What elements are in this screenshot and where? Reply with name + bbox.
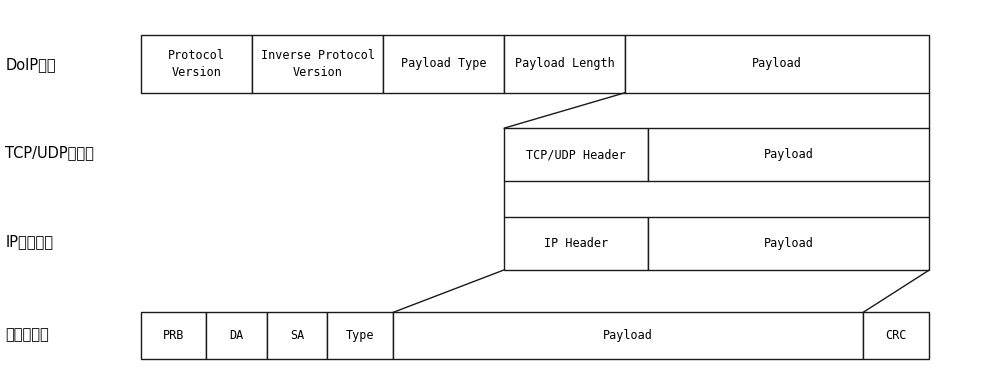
Text: Payload: Payload	[752, 58, 802, 70]
Bar	[206, 312, 267, 359]
Text: TCP/UDP数据包: TCP/UDP数据包	[5, 146, 94, 161]
Text: CRC: CRC	[885, 329, 907, 342]
Bar	[267, 312, 327, 359]
Bar	[625, 35, 929, 93]
Text: SA: SA	[290, 329, 304, 342]
Bar	[863, 312, 929, 359]
Text: Protocol
Version: Protocol Version	[168, 49, 225, 79]
Text: TCP/UDP Header: TCP/UDP Header	[526, 148, 626, 161]
Bar	[648, 217, 929, 270]
Bar	[141, 312, 206, 359]
Text: Payload: Payload	[764, 148, 814, 161]
Bar	[504, 217, 648, 270]
Text: Inverse Protocol
Version: Inverse Protocol Version	[261, 49, 375, 79]
Text: IP数据报文: IP数据报文	[5, 234, 53, 249]
Text: DoIP报文: DoIP报文	[5, 57, 56, 72]
Text: DA: DA	[230, 329, 244, 342]
Bar	[141, 35, 252, 93]
Text: 以太网报文: 以太网报文	[5, 327, 49, 342]
Text: Payload: Payload	[603, 329, 653, 342]
Bar	[504, 128, 648, 181]
Bar	[648, 128, 929, 181]
Bar	[383, 35, 504, 93]
Text: Payload Length: Payload Length	[515, 58, 614, 70]
Text: Type: Type	[346, 329, 374, 342]
Text: PRB: PRB	[163, 329, 184, 342]
Text: Payload Type: Payload Type	[401, 58, 486, 70]
Text: Payload: Payload	[764, 237, 814, 250]
Bar	[252, 35, 383, 93]
Text: IP Header: IP Header	[544, 237, 608, 250]
Bar	[327, 312, 393, 359]
Bar	[393, 312, 863, 359]
Bar	[504, 35, 625, 93]
